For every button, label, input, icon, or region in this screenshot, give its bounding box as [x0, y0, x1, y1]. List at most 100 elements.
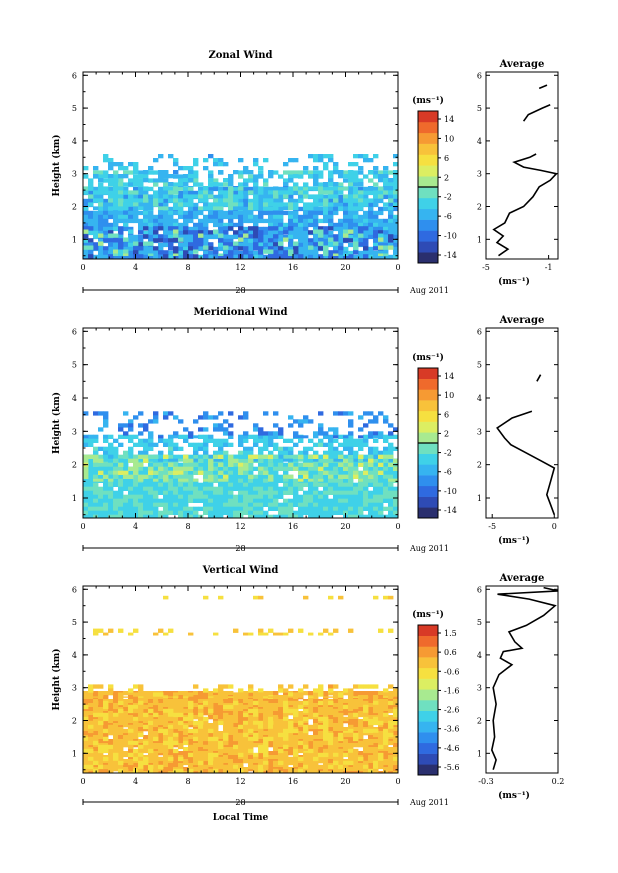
heatmap-cell [108, 178, 114, 183]
heatmap-cell [308, 486, 314, 491]
heatmap-cell [143, 695, 149, 700]
heatmap-cell [368, 431, 374, 436]
heatmap-cell [368, 478, 374, 483]
heatmap-cell [173, 253, 179, 256]
heatmap-cell [143, 466, 149, 471]
heatmap-cell [83, 506, 89, 511]
heatmap-cell [358, 731, 364, 736]
heatmap-cell [108, 233, 114, 238]
heatmap-cell [148, 170, 154, 175]
heatmap-cell [88, 470, 94, 475]
heatmap-cell [98, 170, 104, 175]
heatmap-cell [378, 498, 384, 503]
heatmap-cell [143, 735, 149, 740]
heatmap-cell [318, 233, 324, 238]
heatmap-cell [353, 450, 359, 455]
heatmap-cell [118, 427, 124, 432]
heatmap-cell [93, 462, 99, 467]
heatmap-cell [318, 514, 324, 519]
heatmap-cell [83, 174, 89, 179]
heatmap-cell [88, 182, 94, 187]
heatmap-cell [233, 462, 239, 467]
heatmap-cell [248, 486, 254, 491]
heatmap-cell [153, 190, 159, 195]
x-tick-label: 12 [235, 522, 245, 531]
heatmap-cell [103, 704, 109, 710]
heatmap-cell [318, 170, 324, 175]
heatmap-cell [353, 202, 359, 208]
heatmap-cell [148, 502, 154, 507]
heatmap-cell [223, 712, 229, 718]
heatmap-cell [163, 218, 169, 224]
heatmap-cell [188, 747, 194, 752]
heatmap-cell [358, 482, 364, 487]
heatmap-cell [253, 743, 259, 748]
heatmap-cell [193, 246, 199, 251]
heatmap-cell [103, 731, 109, 736]
heatmap-cell [218, 506, 224, 511]
colorbar-segment [418, 197, 438, 210]
heatmap-cell [123, 486, 129, 491]
heatmap-cell [103, 434, 109, 439]
heatmap-cell [328, 719, 334, 724]
heatmap-cell [293, 442, 299, 447]
heatmap-cell [198, 206, 204, 211]
heatmap-cell [223, 755, 229, 760]
heatmap-cell [338, 246, 344, 251]
heatmap-cell [378, 411, 384, 416]
heatmap-cell [253, 246, 259, 251]
heatmap-cell [323, 510, 329, 515]
heatmap-cell [368, 735, 374, 740]
heatmap-cell [373, 739, 379, 744]
heatmap-cell [213, 458, 219, 462]
heatmap-cell [98, 490, 104, 495]
heatmap-cell [178, 250, 184, 256]
heatmap-cell [158, 743, 164, 748]
heatmap-cell [228, 759, 234, 764]
heatmap-cell [273, 250, 279, 255]
heatmap-cell [188, 482, 194, 487]
heatmap-cell [318, 238, 324, 244]
heatmap-cell [103, 250, 109, 256]
heatmap-cell [233, 222, 239, 228]
heatmap-cell [278, 434, 284, 439]
heatmap-cell [288, 210, 294, 216]
heatmap-cell [93, 708, 99, 714]
heatmap-cell [368, 482, 374, 487]
heatmap-cell [98, 755, 104, 760]
heatmap-cell [98, 466, 104, 471]
heatmap-cell [108, 755, 114, 760]
heatmap-cell [128, 450, 134, 455]
heatmap-cell [388, 771, 394, 774]
heatmap-cell [203, 498, 209, 503]
heatmap-cell [148, 246, 154, 252]
heatmap-cell [208, 186, 214, 192]
heatmap-cell [373, 506, 379, 511]
heatmap-cell [268, 462, 274, 467]
colorbar-tick-label: 6 [444, 410, 449, 419]
heatmap-cell [113, 254, 119, 260]
heatmap-cell [113, 178, 119, 183]
heatmap-cell [333, 427, 339, 432]
heatmap-cell [163, 186, 169, 191]
heatmap-cell [278, 743, 284, 748]
heatmap-cell [108, 719, 114, 724]
heatmap-cell [368, 695, 374, 700]
heatmap-cell [223, 194, 229, 199]
heatmap-cell [173, 186, 179, 191]
heatmap-cell [93, 490, 99, 495]
heatmap-cell [268, 711, 274, 716]
heatmap-cell [378, 250, 384, 256]
heatmap-cell [193, 182, 199, 187]
heatmap-cell [353, 230, 359, 236]
heatmap-cell [283, 206, 289, 211]
heatmap-cell [153, 703, 159, 708]
heatmap-cell [348, 719, 354, 724]
heatmap-cell [98, 454, 104, 459]
heatmap-cell [273, 411, 279, 416]
heatmap-cell [113, 498, 119, 503]
heatmap-cell [308, 242, 314, 248]
heatmap-cell [248, 466, 254, 471]
heatmap-cell [243, 450, 249, 455]
heatmap-cell [373, 458, 379, 463]
